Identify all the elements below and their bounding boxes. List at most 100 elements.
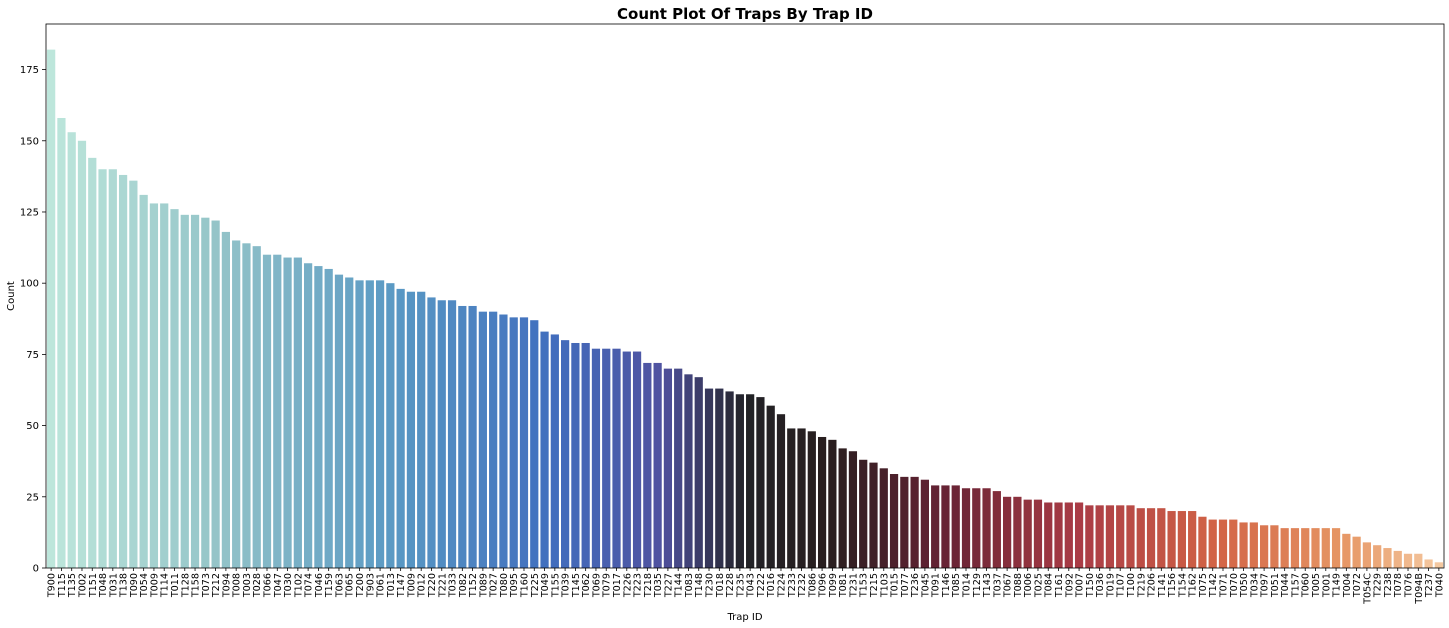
x-tick-label-T094: T094 (221, 573, 232, 598)
x-tick-label-T030: T030 (283, 573, 294, 598)
x-tick-label-T157: T157 (1290, 573, 1301, 598)
x-tick-label-T103: T103 (879, 573, 890, 598)
bar-T027 (489, 311, 498, 568)
bar-T033 (447, 300, 457, 568)
bar-T141 (1157, 508, 1166, 568)
bar-T077 (900, 476, 909, 568)
x-tick-label-T060: T060 (1301, 573, 1312, 598)
x-tick-label-T149: T149 (1332, 573, 1343, 598)
bar-T159 (324, 268, 333, 568)
x-tick-label-T080: T080 (499, 573, 510, 598)
bar-T086 (807, 431, 816, 568)
x-tick-label-T230: T230 (705, 573, 716, 598)
bar-T031 (108, 169, 117, 568)
bar-T072 (1352, 536, 1361, 568)
x-tick-label-T224: T224 (776, 573, 787, 598)
x-tick-label-T065: T065 (345, 573, 356, 598)
x-tick-label-T006: T006 (1023, 573, 1034, 598)
bar-T078 (1393, 550, 1402, 568)
x-tick-label-T135: T135 (67, 573, 78, 598)
bar-T040 (1434, 562, 1443, 568)
x-tick-label-T143: T143 (982, 573, 993, 598)
x-tick-label-T115: T115 (57, 573, 68, 598)
bar-T225 (530, 320, 539, 568)
bar-T002 (77, 140, 87, 568)
x-tick-label-T150: T150 (1085, 573, 1096, 598)
bar-T227 (663, 368, 673, 568)
x-tick-label-T158: T158 (191, 573, 202, 598)
bar-T107 (1116, 505, 1125, 568)
x-tick-label-T040: T040 (1434, 573, 1445, 598)
bar-T233 (787, 428, 796, 568)
x-tick-label-T235: T235 (735, 573, 746, 598)
x-tick-label-T002: T002 (77, 573, 88, 598)
bar-T226 (622, 351, 631, 568)
bar-T061 (375, 280, 385, 568)
x-tick-label-T017: T017 (612, 573, 623, 598)
bar-T102 (293, 257, 302, 568)
x-tick-label-T063: T063 (334, 573, 345, 598)
y-tick-label: 175 (20, 65, 39, 76)
bar-T028 (252, 246, 261, 568)
bar-T115 (57, 117, 66, 569)
x-tick-label-T102: T102 (293, 573, 304, 598)
x-tick-label-T076: T076 (1404, 573, 1415, 598)
x-tick-label-T900: T900 (47, 573, 58, 598)
x-tick-label-T147: T147 (396, 573, 407, 598)
bar-T008 (232, 240, 241, 568)
x-tick-label-T048: T048 (98, 573, 109, 598)
x-tick-label-T018: T018 (715, 573, 726, 598)
x-tick-label-T077: T077 (900, 573, 911, 598)
bar-T200 (355, 280, 364, 568)
bar-T091 (931, 485, 940, 568)
bar-T135 (67, 132, 76, 569)
x-tick-label-T009: T009 (149, 573, 160, 598)
bar-T074 (304, 263, 313, 568)
bar-T152 (468, 305, 477, 568)
x-tick-label-T128: T128 (180, 573, 191, 598)
x-tick-label-T151: T151 (88, 573, 99, 598)
x-tick-label-T155: T155 (550, 573, 561, 598)
x-tick-label-T016: T016 (766, 573, 777, 598)
bar-T150 (1085, 505, 1094, 568)
x-tick-label-T047: T047 (273, 573, 284, 598)
bar-T039 (561, 340, 570, 568)
bar-T051 (1270, 525, 1279, 568)
x-tick-label-T223: T223 (633, 573, 644, 598)
x-tick-label-T033: T033 (448, 573, 459, 598)
x-tick-label-T099: T099 (828, 573, 839, 598)
x-tick-label-T008: T008 (232, 573, 243, 598)
bar-T034 (1249, 522, 1258, 568)
x-tick-label-T229: T229 (1373, 573, 1384, 598)
x-tick-label-T219: T219 (1136, 573, 1147, 598)
bar-T089 (478, 311, 487, 568)
x-tick-label-T903: T903 (365, 573, 376, 598)
x-tick-label-T154: T154 (1177, 573, 1188, 598)
bar-T048 (98, 169, 107, 568)
x-tick-label-T046: T046 (314, 573, 325, 598)
x-tick-label-T094B: T094B (1414, 573, 1425, 605)
bar-T015 (889, 474, 899, 568)
bar-T036 (1095, 505, 1104, 568)
bar-T050 (1239, 522, 1248, 568)
x-tick-label-T090: T090 (129, 573, 140, 598)
x-tick-label-T228: T228 (725, 573, 736, 598)
x-tick-label-T049: T049 (540, 573, 551, 598)
bar-T238 (1383, 548, 1392, 568)
bar-T083 (684, 374, 693, 568)
bar-T230 (704, 388, 714, 568)
x-tick-label-T028: T028 (252, 573, 263, 598)
bar-T153 (859, 459, 868, 568)
y-tick-label: 75 (26, 350, 39, 361)
bar-T231 (848, 451, 858, 568)
bar-T076 (1403, 553, 1413, 568)
bar-T044 (1280, 528, 1289, 568)
bar-T007 (1074, 502, 1084, 568)
x-tick-label-T054C: T054C (1362, 573, 1373, 605)
bar-T212 (211, 220, 220, 568)
x-tick-label-T236: T236 (910, 573, 921, 598)
bar-T145 (571, 342, 580, 568)
x-tick-label-T075: T075 (1198, 573, 1209, 598)
bar-T223 (632, 351, 642, 568)
